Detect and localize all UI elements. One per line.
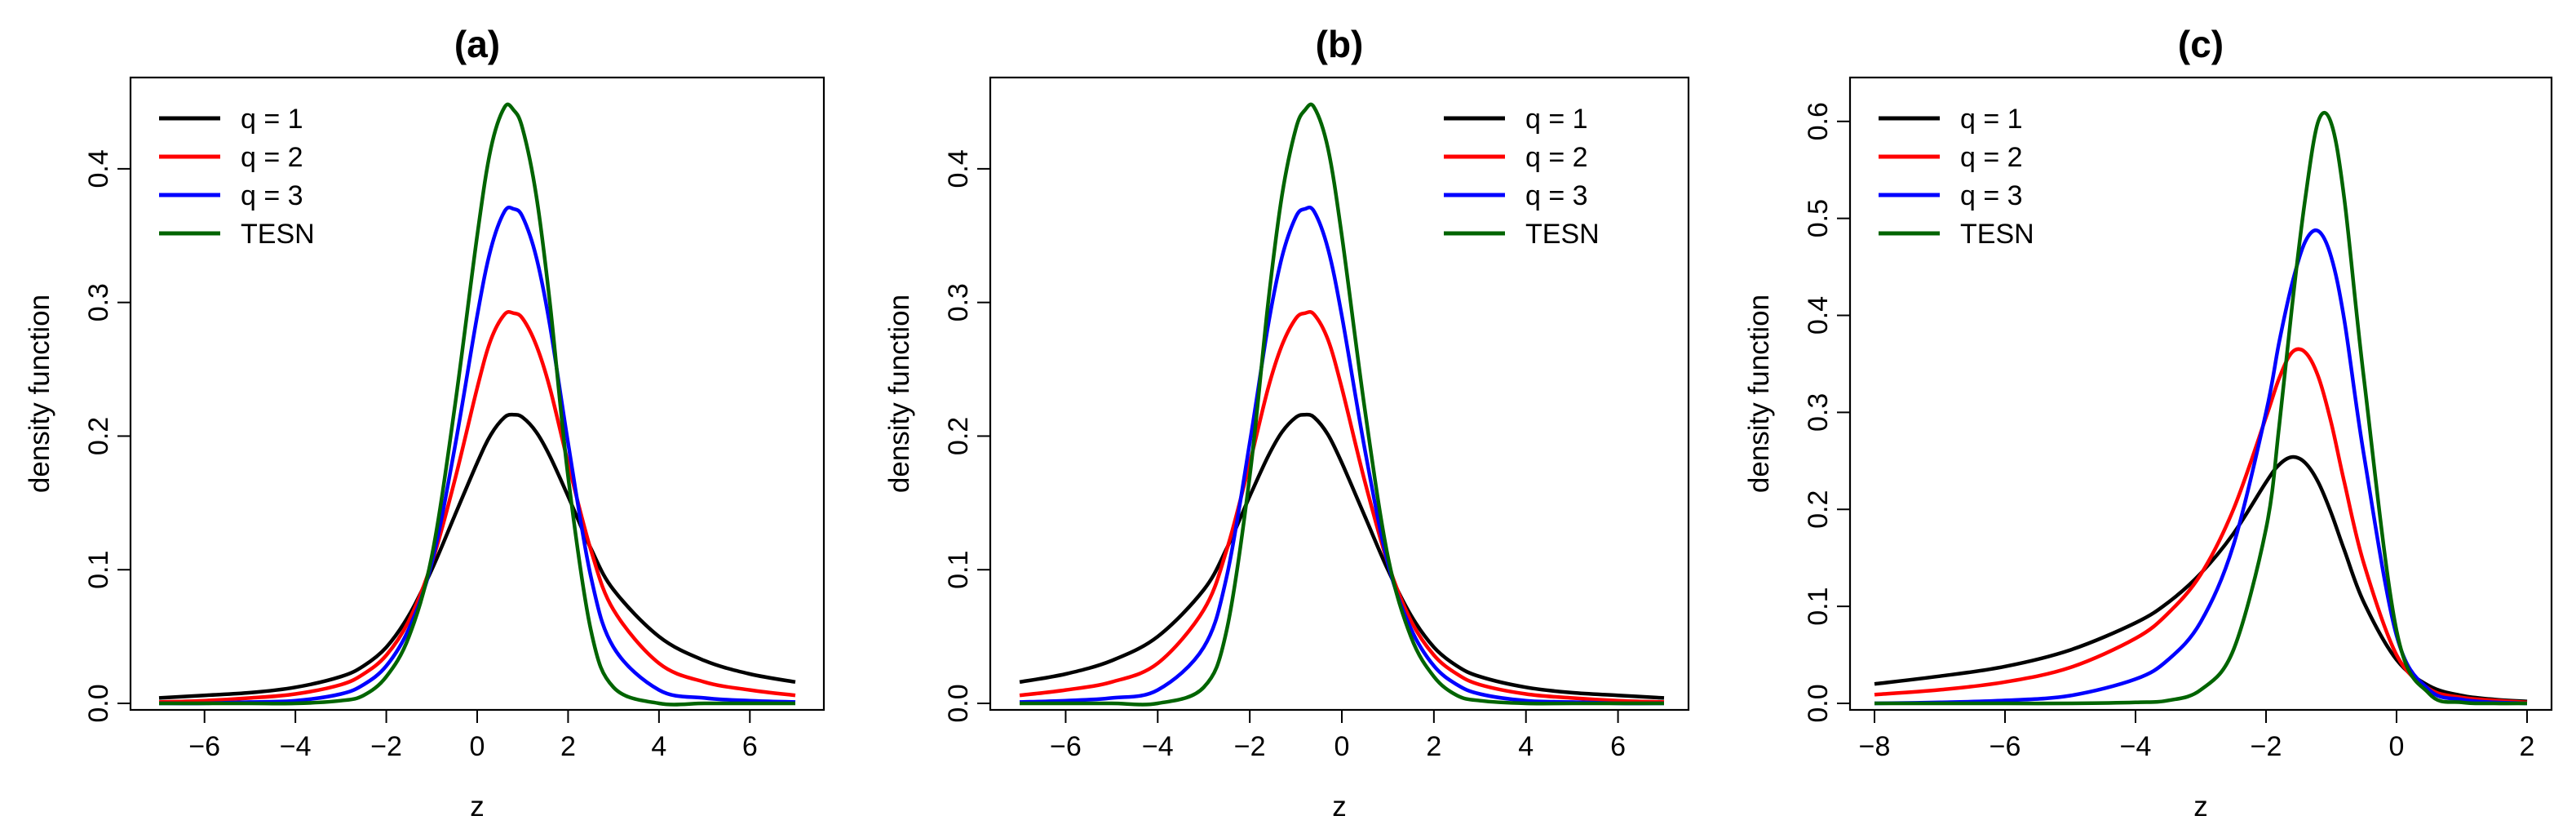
legend-label: TESN (1525, 219, 1600, 250)
x-tick-label: 2 (2520, 731, 2535, 762)
y-tick-label: 0.4 (83, 149, 114, 188)
legend-label: q = 3 (241, 180, 303, 211)
x-tick-label: −6 (1990, 731, 2021, 762)
y-tick-label: 0.3 (943, 283, 974, 321)
x-tick-label: −8 (1859, 731, 1891, 762)
series-line-q3 (1019, 205, 1665, 706)
x-tick-label: 0 (1334, 731, 1350, 762)
series-line-q3 (158, 205, 796, 706)
y-axis-label: density function (24, 295, 55, 493)
series-line-tesn (1874, 110, 2528, 706)
x-tick-label: 2 (560, 731, 576, 762)
x-tick-label: −4 (280, 731, 312, 762)
legend-label: TESN (1960, 219, 2034, 250)
series-line-q2 (158, 309, 796, 704)
panel-title: (a) (454, 23, 500, 65)
series-line-q3 (1874, 228, 2528, 706)
x-tick-label: −6 (1050, 731, 1082, 762)
legend-label: q = 3 (1960, 180, 2023, 211)
x-tick-label: 0 (2389, 731, 2405, 762)
y-tick-label: 0.2 (943, 417, 974, 455)
panel-title: (b) (1316, 23, 1364, 65)
x-tick-label: 6 (742, 731, 758, 762)
x-axis-label: z (470, 791, 485, 822)
x-tick-label: 2 (1426, 731, 1441, 762)
x-axis-label: z (2193, 791, 2208, 822)
x-tick-label: −6 (188, 731, 220, 762)
y-tick-label: 0.1 (943, 551, 974, 589)
series-line-q2 (1874, 347, 2528, 705)
x-tick-label: −2 (1234, 731, 1266, 762)
x-tick-label: −2 (370, 731, 402, 762)
legend-label: q = 2 (1525, 142, 1588, 173)
x-tick-label: 0 (470, 731, 485, 762)
chart-panel-3: (c) −8 −6 −4 −2 0 2 0.0 0.1 0.2 0.3 0.4 0.5 0.6 z densi… (1743, 23, 2553, 822)
x-tick-label: 6 (1610, 731, 1626, 762)
series-line-q1 (1019, 412, 1665, 700)
plot-frame (989, 76, 1690, 712)
series-line-q1 (158, 412, 796, 700)
x-tick-label: −4 (2120, 731, 2152, 762)
series-line-tesn (159, 102, 795, 707)
y-tick-label: 0.0 (83, 684, 114, 722)
x-axis-label: z (1332, 791, 1347, 822)
x-tick-label: 4 (651, 731, 666, 762)
y-tick-label: 0.1 (1803, 587, 1834, 625)
x-tick-label: −2 (2251, 731, 2282, 762)
chart-panel-1: (a) −6 −4 −2 0 2 4 6 0.0 0.1 0.2 0.3 0.4 z density fun… (24, 23, 825, 822)
y-tick-label: 0.3 (83, 283, 114, 321)
y-axis-label: density function (1743, 295, 1775, 493)
panel-title: (c) (2178, 23, 2224, 65)
series-line-q2 (1019, 309, 1665, 704)
y-tick-label: 0.4 (943, 149, 974, 188)
legend-label: q = 2 (241, 142, 303, 173)
y-tick-label: 0.3 (1803, 393, 1834, 432)
y-tick-label: 0.0 (1803, 684, 1834, 722)
y-tick-label: 0.4 (1803, 296, 1834, 335)
legend-label: q = 1 (1960, 104, 2023, 135)
legend-label: q = 2 (1960, 142, 2023, 173)
x-tick-label: 4 (1518, 731, 1534, 762)
chart-panel-2: (b) −6 −4 −2 0 2 4 6 0.0 0.1 0.2 0.3 0.4 z density fun… (883, 23, 1690, 822)
x-tick-label: −4 (1142, 731, 1174, 762)
series-line-tesn (1020, 102, 1664, 707)
legend-label: q = 1 (1525, 104, 1588, 135)
y-tick-label: 0.1 (83, 551, 114, 589)
y-tick-label: 0.2 (83, 417, 114, 455)
legend-label: q = 3 (1525, 180, 1588, 211)
legend-label: TESN (241, 219, 315, 250)
y-tick-label: 0.6 (1803, 102, 1834, 140)
y-axis-label: density function (883, 295, 915, 493)
plot-frame (1848, 76, 2553, 712)
y-tick-label: 0.0 (943, 684, 974, 722)
y-tick-label: 0.5 (1803, 199, 1834, 237)
y-tick-label: 0.2 (1803, 490, 1834, 529)
legend-label: q = 1 (241, 104, 303, 135)
series-line-q1 (1874, 454, 2528, 703)
